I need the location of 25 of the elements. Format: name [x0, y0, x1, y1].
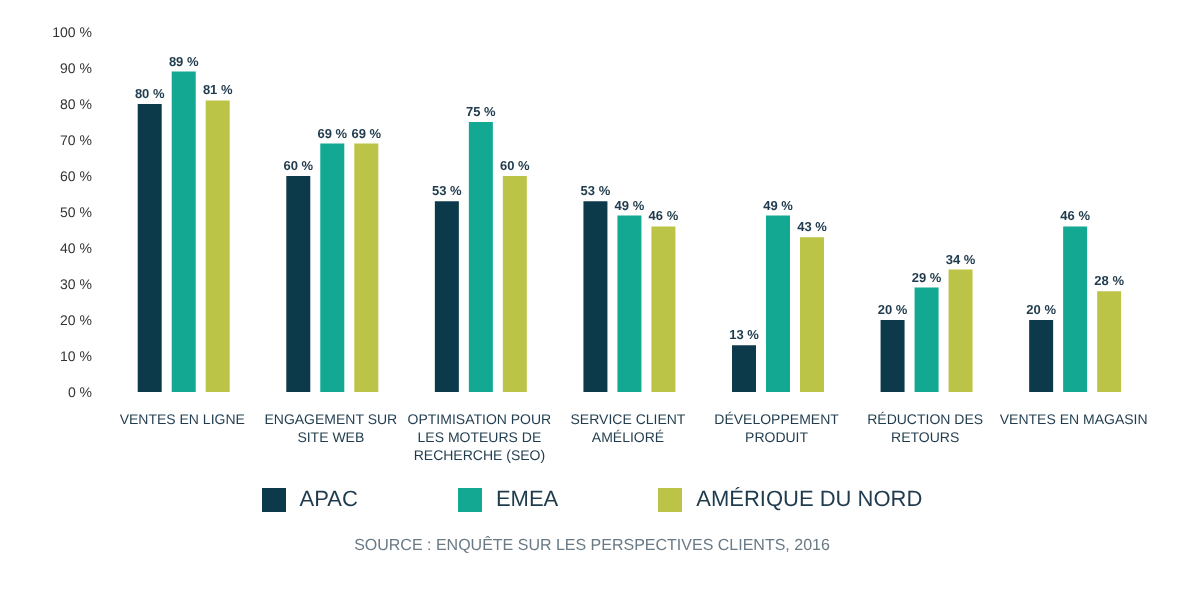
bar [732, 345, 756, 392]
bar [354, 143, 379, 392]
bar [651, 226, 676, 392]
bar [800, 237, 824, 392]
legend-label: AMÉRIQUE DU NORD [696, 488, 923, 512]
bar [502, 176, 527, 392]
bar [286, 176, 311, 392]
bar [320, 143, 345, 392]
bar [617, 215, 642, 392]
bar [948, 269, 973, 392]
bar [914, 287, 939, 392]
bar [1097, 291, 1122, 392]
bar [171, 71, 196, 392]
bar [1029, 320, 1054, 392]
bar [137, 104, 162, 392]
bar [766, 215, 790, 392]
source-note: SOURCE : ENQUÊTE SUR LES PERSPECTIVES CLIENTS, 2016 [352, 536, 832, 554]
bar [468, 122, 493, 392]
bar [205, 100, 230, 392]
bar [1063, 226, 1088, 392]
legend-label: EMEA [495, 488, 559, 512]
bar [880, 320, 905, 392]
bar [583, 201, 608, 392]
legend-label: APAC [299, 488, 358, 512]
bar [434, 201, 459, 392]
